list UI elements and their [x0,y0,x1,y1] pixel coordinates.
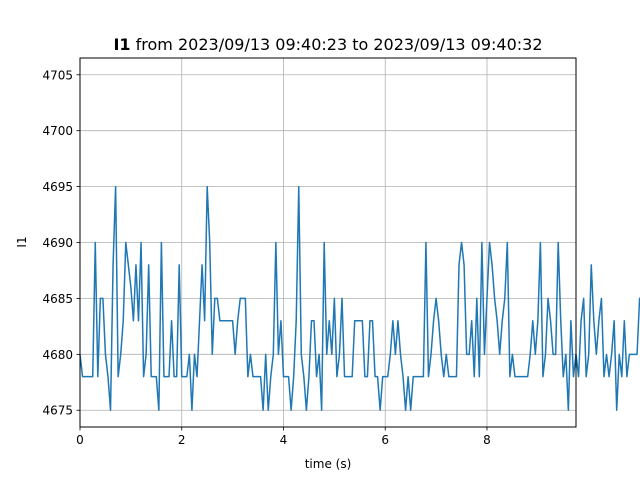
y-tick-label: 4685 [42,292,73,306]
x-tick-label: 0 [76,433,84,447]
chart-title-bold: I1 [113,35,130,54]
chart-title: I1 from 2023/09/13 09:40:23 to 2023/09/1… [113,35,542,54]
x-tick-label: 4 [280,433,288,447]
series-line [79,185,640,411]
y-tick-label: 4690 [42,236,73,250]
x-tick-label: 8 [483,433,491,447]
x-tick-label: 6 [381,433,389,447]
x-tick-label: 2 [178,433,186,447]
x-axis: 0 2 4 6 8 [76,427,491,447]
y-axis-label: I1 [15,236,29,247]
y-tick-label: 4675 [42,404,73,418]
y-tick-label: 4700 [42,124,73,138]
grid-lines [79,58,576,427]
y-axis: 4675 4680 4685 4690 4695 4700 4705 [42,68,80,418]
series-layer [79,185,640,411]
y-tick-label: 4695 [42,180,73,194]
y-tick-label: 4680 [42,348,73,362]
y-tick-label: 4705 [42,68,73,82]
chart-title-rest: from 2023/09/13 09:40:23 to 2023/09/13 0… [131,35,543,54]
x-axis-label: time (s) [305,457,352,471]
